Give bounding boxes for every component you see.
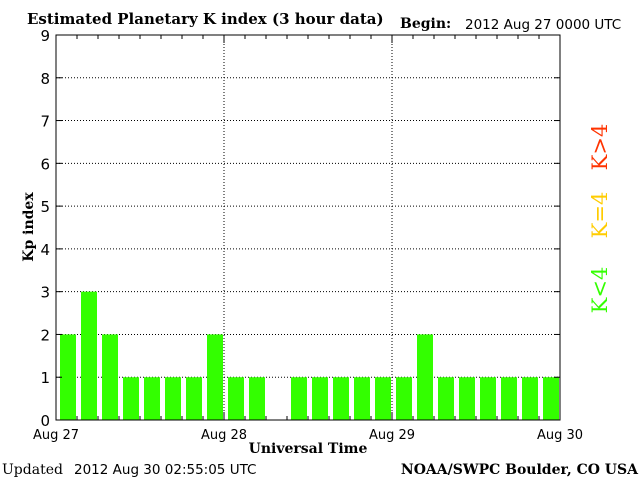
y-tick-label: 7	[40, 113, 50, 131]
grid-lines	[56, 35, 560, 420]
updated-value: 2012 Aug 30 02:55:05 UTC	[74, 462, 256, 478]
kp-bar	[102, 334, 118, 420]
kp-bar	[438, 377, 454, 420]
kp-bar	[60, 334, 76, 420]
kp-bar	[312, 377, 328, 420]
legend-low: K<4	[588, 267, 612, 314]
begin-value: 2012 Aug 27 0000 UTC	[465, 17, 621, 33]
x-tick-label: Aug 28	[201, 428, 247, 443]
legend-high: K>4	[588, 124, 612, 171]
kp-bar	[333, 377, 349, 420]
kp-bar	[144, 377, 160, 420]
kp-bar	[123, 377, 139, 420]
kp-bar	[354, 377, 370, 420]
y-tick-label: 9	[40, 27, 50, 45]
kp-bar	[480, 377, 496, 420]
kp-bar	[165, 377, 181, 420]
axes: 0 1 2 3 4 5 6 7 8 9 Aug 27 Aug 28 Aug 29 Aug 30	[33, 27, 583, 443]
x-tick-label: Aug 29	[369, 428, 415, 443]
updated-label: Updated	[2, 462, 63, 478]
kp-bar	[417, 334, 433, 420]
kp-bar	[543, 377, 559, 420]
kp-bar	[375, 377, 391, 420]
begin-label: Begin:	[400, 16, 451, 32]
kp-bar	[186, 377, 202, 420]
kp-bar	[501, 377, 517, 420]
kp-bar	[207, 334, 223, 420]
chart-title: Estimated Planetary K index (3 hour data…	[27, 10, 384, 28]
y-tick-label: 4	[40, 241, 50, 259]
y-tick-label: 5	[40, 198, 50, 216]
kp-bar	[228, 377, 244, 420]
y-tick-label: 3	[40, 284, 50, 302]
x-axis-label: Universal Time	[249, 441, 368, 457]
y-axis-label: Kp index	[21, 192, 37, 262]
legend-mid: K=4	[588, 192, 612, 239]
y-tick-label: 8	[40, 70, 50, 88]
kp-bar	[249, 377, 265, 420]
y-tick-label: 0	[40, 412, 50, 430]
x-tick-label: Aug 30	[537, 428, 583, 443]
y-tick-label: 1	[40, 369, 50, 387]
kp-bar	[291, 377, 307, 420]
plot-frame	[55, 34, 561, 421]
kp-bar	[81, 291, 97, 420]
x-tick-label: Aug 27	[33, 428, 79, 443]
kp-bar	[459, 377, 475, 420]
y-tick-label: 6	[40, 155, 50, 173]
kp-bar	[396, 377, 412, 420]
kp-bar	[522, 377, 538, 420]
bars	[60, 291, 559, 420]
source-credit: NOAA/SWPC Boulder, CO USA	[401, 462, 639, 478]
y-tick-label: 2	[40, 326, 50, 344]
